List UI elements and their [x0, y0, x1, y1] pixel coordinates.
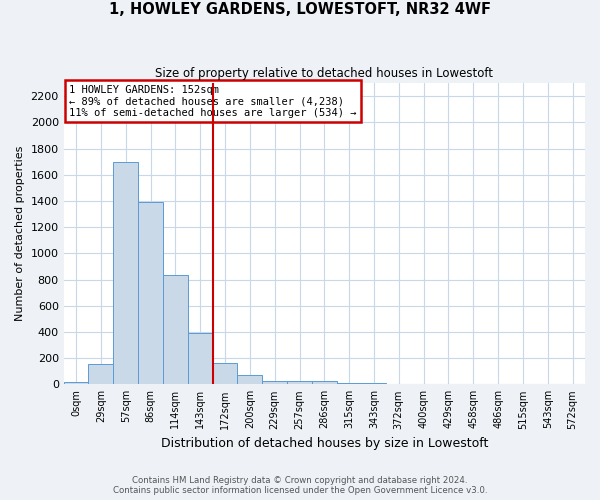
Bar — [212, 364, 238, 384]
Bar — [312, 380, 337, 384]
Bar — [238, 375, 262, 384]
Text: 1, HOWLEY GARDENS, LOWESTOFT, NR32 4WF: 1, HOWLEY GARDENS, LOWESTOFT, NR32 4WF — [109, 2, 491, 18]
Bar — [138, 202, 163, 384]
Bar — [88, 364, 113, 384]
Y-axis label: Number of detached properties: Number of detached properties — [15, 146, 25, 322]
Bar — [362, 383, 386, 384]
Bar — [287, 380, 312, 384]
Bar — [64, 382, 88, 384]
Bar — [163, 275, 188, 384]
Bar — [188, 333, 212, 384]
Bar — [262, 380, 287, 384]
Text: Contains HM Land Registry data © Crown copyright and database right 2024.
Contai: Contains HM Land Registry data © Crown c… — [113, 476, 487, 495]
Text: 1 HOWLEY GARDENS: 152sqm
← 89% of detached houses are smaller (4,238)
11% of sem: 1 HOWLEY GARDENS: 152sqm ← 89% of detach… — [69, 84, 356, 118]
Bar — [337, 383, 362, 384]
X-axis label: Distribution of detached houses by size in Lowestoft: Distribution of detached houses by size … — [161, 437, 488, 450]
Bar — [113, 162, 138, 384]
Title: Size of property relative to detached houses in Lowestoft: Size of property relative to detached ho… — [155, 68, 493, 80]
